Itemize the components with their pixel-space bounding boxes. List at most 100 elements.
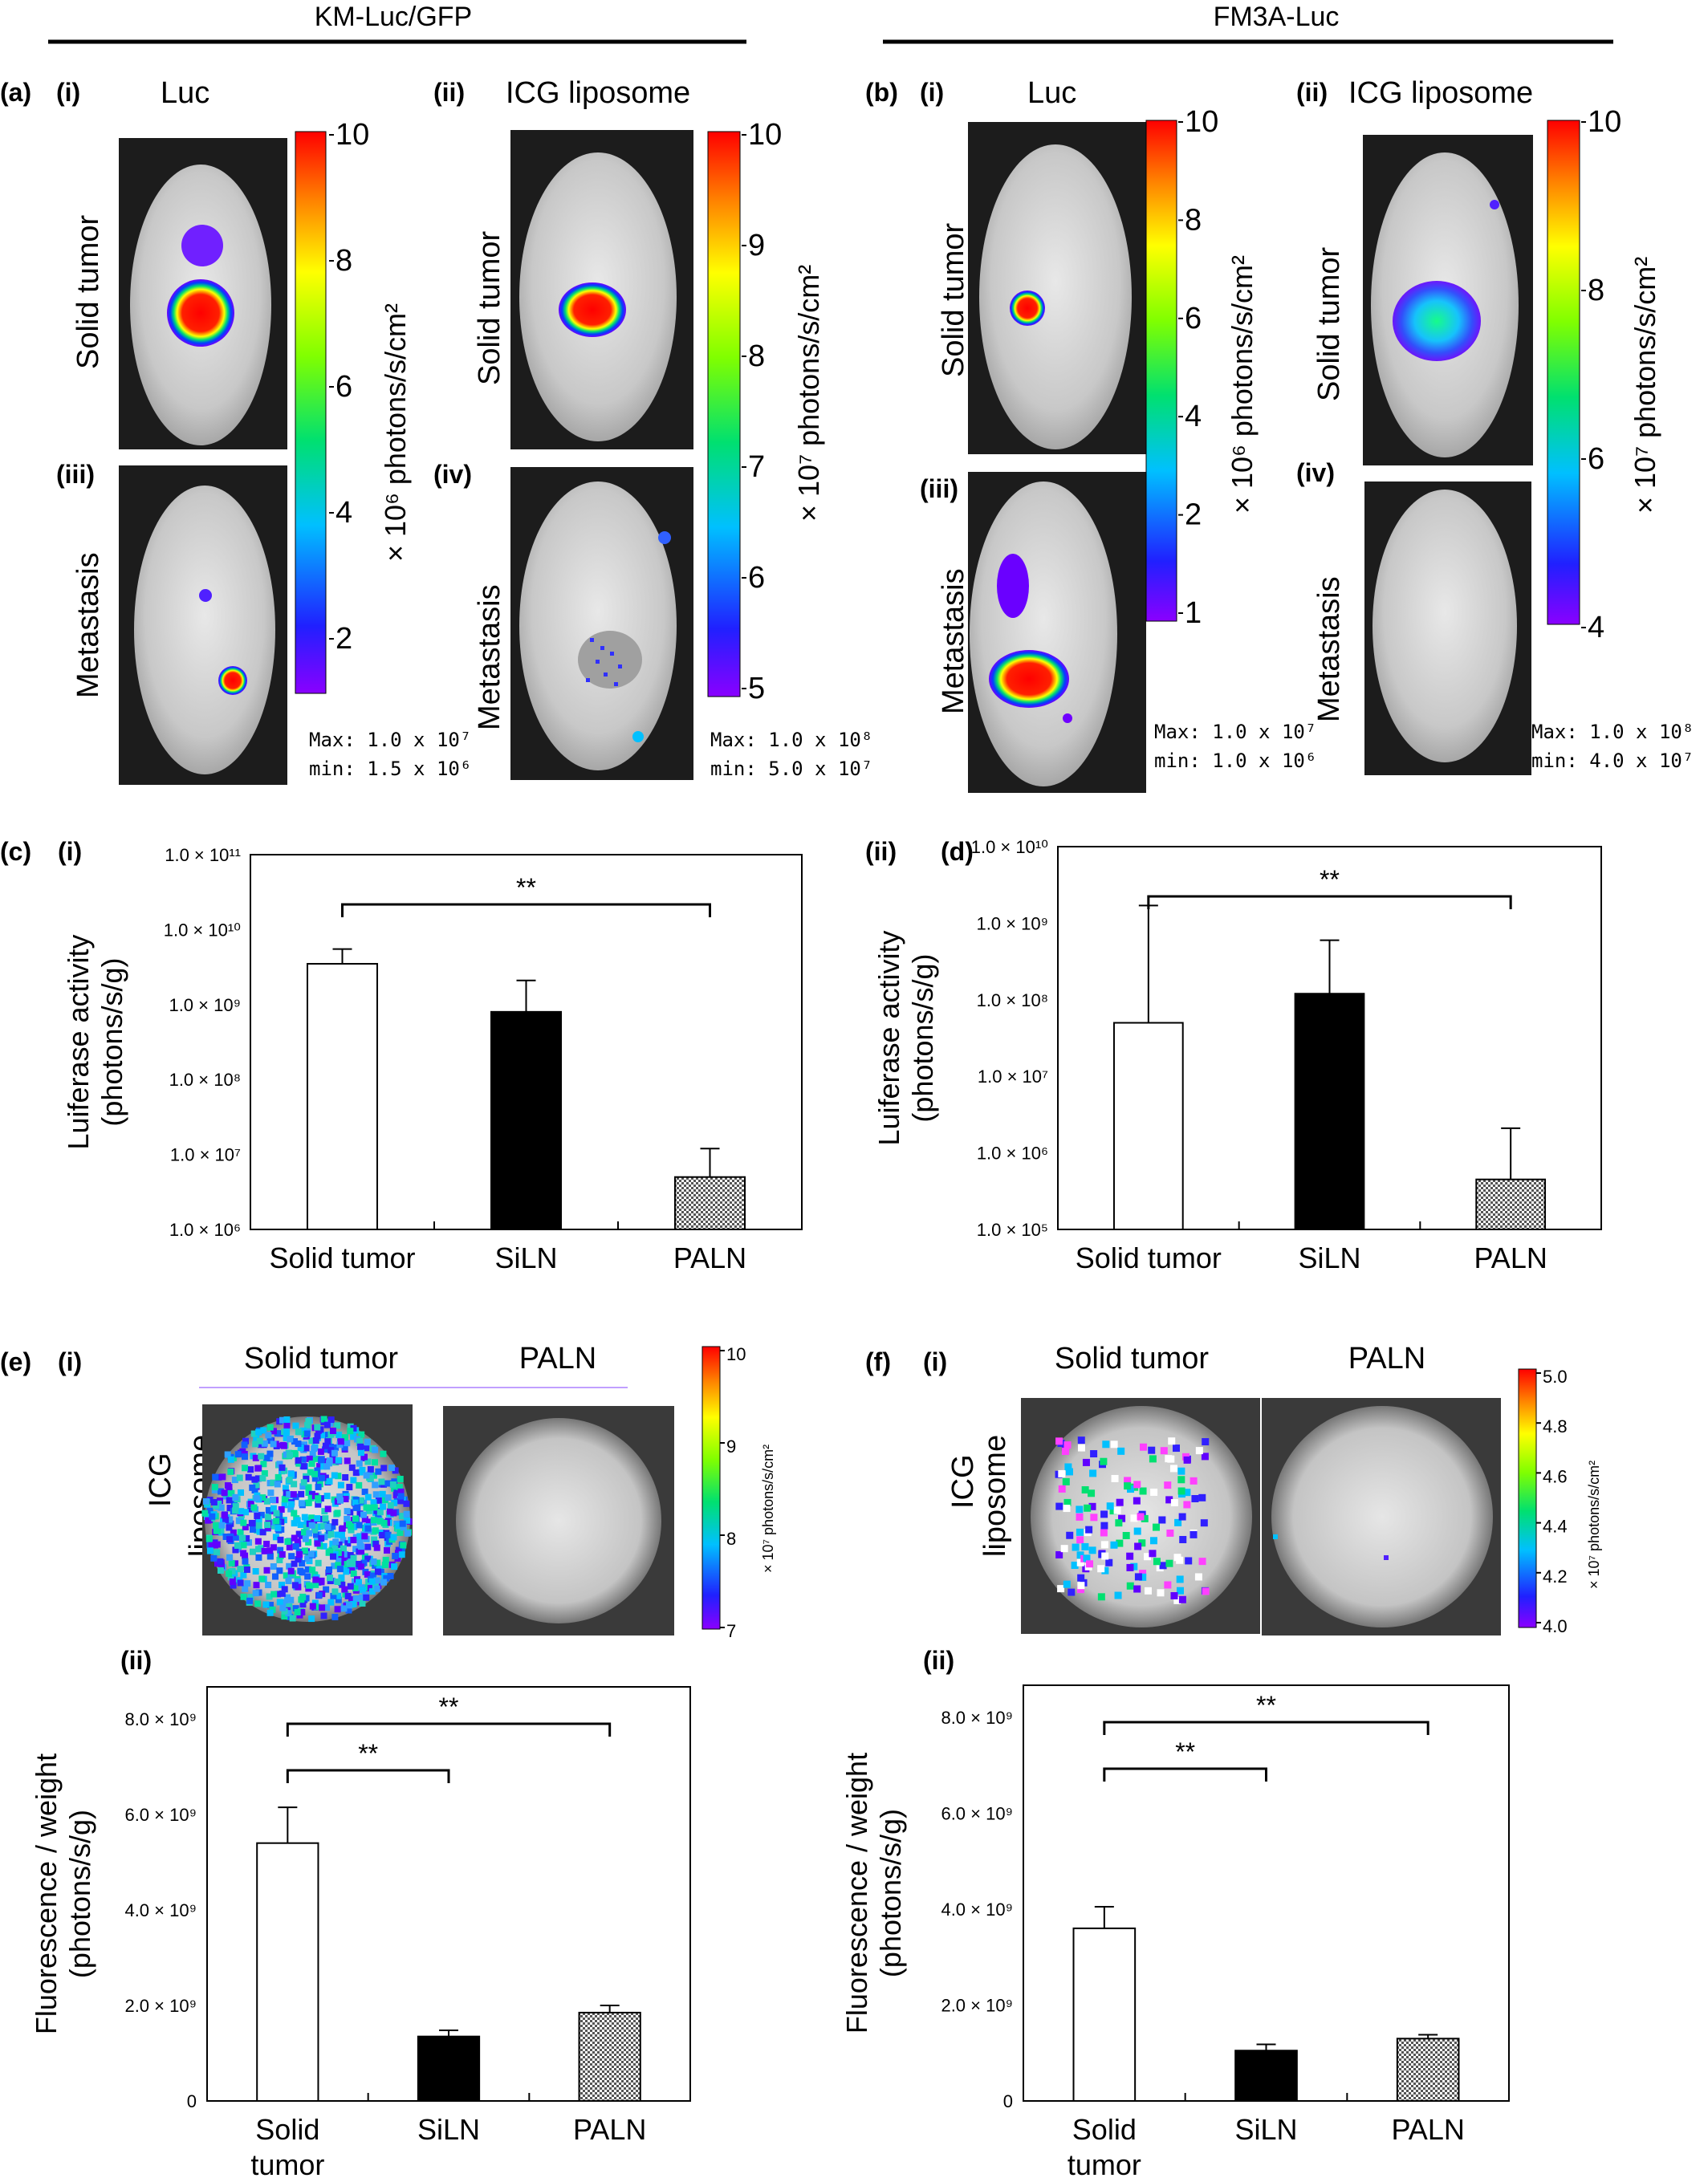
signal-pixel [350, 1424, 357, 1432]
signal-pixel [305, 1489, 312, 1496]
signal-pixel [232, 1560, 239, 1567]
signal-pixel [1055, 1502, 1063, 1510]
signal-pixel [1117, 1447, 1125, 1455]
y-tick-label: 0 [187, 2091, 197, 2111]
signal-pixel [323, 1586, 330, 1593]
signal-pixel [306, 1455, 313, 1462]
signal-pixel [242, 1437, 250, 1445]
signal-pixel [266, 1436, 274, 1444]
signal-pixel [356, 1481, 363, 1489]
colorbar-a2-tick-label: 9 [748, 229, 765, 262]
signal-pixel [384, 1480, 392, 1487]
signal-pixel [1057, 1585, 1065, 1593]
signal-pixel [1134, 1542, 1142, 1550]
signal-pixel [263, 1566, 270, 1574]
signal-pixel [1089, 1469, 1097, 1477]
signal-pixel [265, 1432, 272, 1439]
signal-pixel [311, 1599, 319, 1607]
signal-pixel [291, 1520, 298, 1527]
y-tick-label: 2.0 × 10⁹ [124, 1996, 197, 2016]
signal-pixel [1198, 1558, 1206, 1566]
signal-pixel [346, 1602, 353, 1609]
signal-pixel [376, 1518, 384, 1525]
panel-b-ii-tag: (ii) [1296, 78, 1328, 107]
signal-pixel [357, 1497, 364, 1504]
signal-pixel [1063, 1498, 1072, 1506]
signal-pixel [270, 1563, 277, 1570]
signal-pixel [254, 1512, 261, 1519]
signal-pixel [334, 1422, 341, 1429]
bar-solid-tumor [306, 962, 379, 1230]
signal-pixel [344, 1440, 351, 1447]
signal-pixel [358, 1431, 365, 1438]
panel-tag: (ii) [923, 1646, 954, 1675]
panel-e-row1: ICG [144, 1453, 177, 1507]
signal-pixel [372, 1481, 379, 1489]
signal-pixel [228, 1559, 235, 1566]
signal-pixel [1088, 1502, 1096, 1510]
signal-pixel [300, 1463, 307, 1470]
signal-pixel [227, 1456, 234, 1463]
signal-pixel [276, 1556, 283, 1563]
signal-pixel [281, 1496, 288, 1503]
signal-pixel [270, 1428, 277, 1435]
signal-pixel [337, 1438, 344, 1445]
signal-pixel [266, 1609, 274, 1616]
signal-pixel [283, 1422, 291, 1429]
signal-pixel [303, 1475, 310, 1482]
signal-pixel [221, 1489, 228, 1497]
signal-pixel [366, 1585, 373, 1592]
signal-pixel [341, 1434, 348, 1441]
signal-pixel [253, 1481, 260, 1489]
signal-pixel [374, 1559, 381, 1566]
signal-pixel [356, 1533, 364, 1540]
signal-pixel [212, 1473, 219, 1481]
signal-pixel [1076, 1513, 1084, 1521]
y-tick-label: 1.0 × 10⁵ [977, 1220, 1048, 1240]
signal-pixel [320, 1612, 327, 1619]
signal-pixel [331, 1545, 339, 1552]
signal-pixel [327, 1416, 335, 1424]
signal-pixel [380, 1450, 387, 1457]
signal-pixel [379, 1532, 386, 1539]
y-tick-label: 1.0 × 10⁶ [977, 1144, 1048, 1164]
signal-pixel [1063, 1580, 1071, 1588]
signal-pixel [1165, 1496, 1173, 1504]
signal-pixel [266, 1547, 274, 1554]
signal-pixel [306, 1582, 313, 1589]
signal-pixel [312, 1581, 319, 1588]
y-tick-label: 6.0 × 10⁹ [124, 1805, 197, 1825]
signal-pixel [299, 1483, 307, 1490]
panel-label: (d) [941, 837, 974, 866]
signal-pixel [291, 1582, 299, 1589]
significance-label: ** [1256, 1691, 1276, 1720]
x-tick-label: SiLN [1234, 2113, 1297, 2146]
colorbar-b1-tick-label: 4 [1185, 400, 1202, 433]
signal-pixel [331, 1588, 339, 1595]
signal-pixel [318, 1577, 325, 1584]
signal-pixel [274, 1525, 282, 1532]
signal-pixel [342, 1496, 349, 1503]
signal-pixel [321, 1534, 328, 1541]
y-axis-label: Fluorescence / weight [840, 1753, 873, 2034]
signal-pixel [241, 1441, 248, 1449]
colorbar-f-tick-label: 4.8 [1543, 1416, 1568, 1436]
signal-pixel [360, 1587, 367, 1594]
signal-pixel [240, 1593, 247, 1600]
signal-pixel [247, 1466, 254, 1473]
signal-pixel [378, 1478, 385, 1485]
signal-pixel [314, 1424, 321, 1431]
panel-b-row-solid: Solid tumor [937, 222, 970, 377]
signal-pixel [309, 1603, 316, 1610]
signal-pixel [1101, 1566, 1109, 1575]
signal-pixel [391, 1563, 398, 1570]
signal-pixel [235, 1517, 242, 1524]
y-axis-unit: (photons/s/g) [96, 957, 128, 1126]
signal-pixel [344, 1540, 352, 1547]
signal-pixel [286, 1477, 293, 1484]
signal-pixel [298, 1500, 305, 1507]
y-tick-label: 1.0 × 10⁸ [169, 1070, 241, 1090]
y-tick-label: 1.0 × 10¹⁰ [971, 837, 1048, 857]
x-tick-label: Solid [1072, 2113, 1137, 2146]
signal-pixel [292, 1543, 299, 1550]
